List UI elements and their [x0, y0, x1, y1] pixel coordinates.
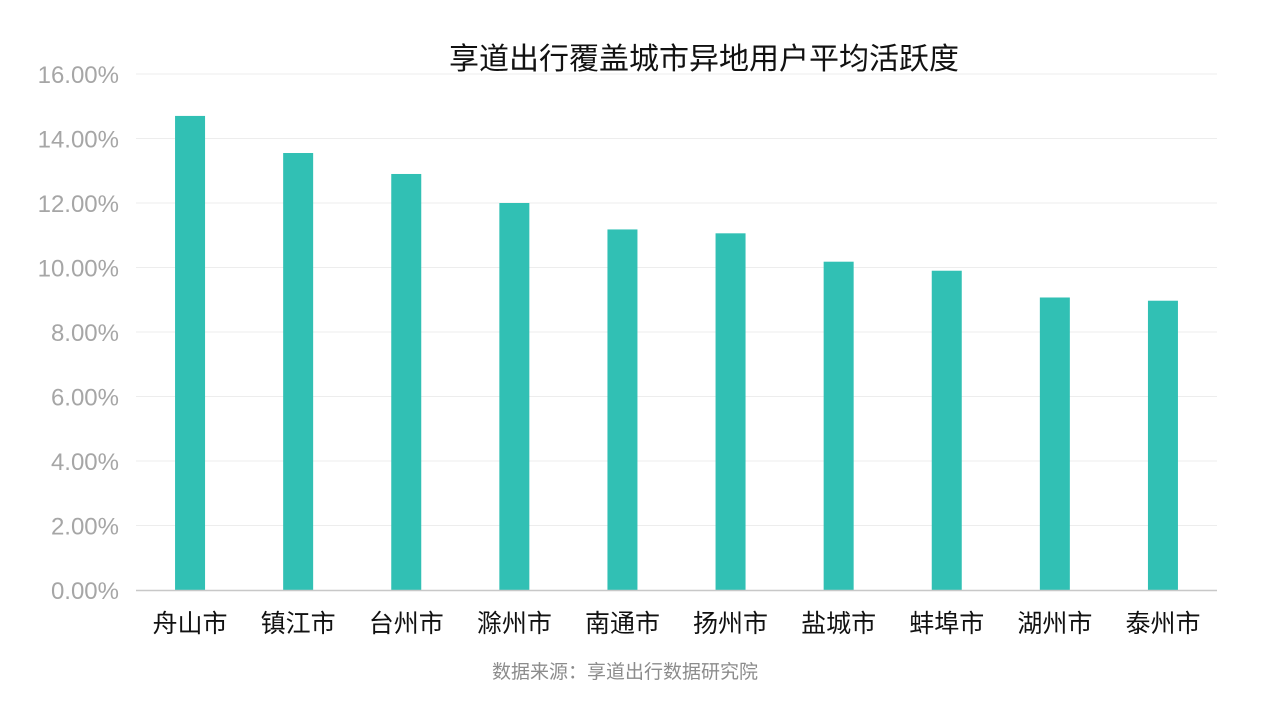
y-tick-label: 16.00%: [38, 62, 119, 89]
chart-title: 享道出行覆盖城市异地用户平均活跃度: [449, 42, 959, 77]
y-axis-ticks: 0.00% 2.00% 4.00% 6.00% 8.00% 10.00% 12.00% 14.…: [38, 62, 119, 605]
y-tick-label: 6.00%: [51, 385, 119, 412]
x-tick-label: 盐城市: [801, 609, 876, 638]
x-tick-label: 镇江市: [261, 609, 336, 638]
bar: [823, 261, 854, 590]
y-tick-label: 14.00%: [38, 127, 119, 154]
x-tick-label: 南通市: [585, 609, 660, 638]
y-tick-label: 10.00%: [38, 256, 119, 283]
x-tick-label: 舟山市: [153, 609, 228, 638]
bar: [715, 233, 746, 590]
y-tick-label: 2.00%: [51, 514, 119, 541]
y-tick-label: 0.00%: [51, 578, 119, 605]
bar: [1147, 300, 1178, 590]
bar: [391, 173, 422, 590]
gridlines: [136, 73, 1217, 526]
bar: [175, 115, 206, 591]
bar: [931, 270, 962, 590]
y-tick-label: 12.00%: [38, 191, 119, 218]
x-tick-label: 滁州市: [477, 609, 552, 638]
bars: [175, 115, 1178, 591]
data-source-note: 数据来源：享道出行数据研究院: [491, 661, 758, 683]
x-tick-label: 台州市: [369, 609, 444, 638]
bar: [283, 153, 314, 590]
y-tick-label: 4.00%: [51, 449, 119, 476]
x-axis-ticks: 舟山市 镇江市 台州市 滁州市 南通市 扬州市 盐城市 蚌埠市 湖州市 泰州市: [153, 609, 1201, 638]
bar: [607, 229, 638, 590]
y-tick-label: 8.00%: [51, 320, 119, 347]
x-tick-label: 扬州市: [693, 609, 768, 638]
bar: [1039, 297, 1070, 590]
x-tick-label: 泰州市: [1125, 609, 1200, 638]
x-tick-label: 蚌埠市: [909, 609, 984, 638]
x-tick-label: 湖州市: [1017, 609, 1092, 638]
bar: [499, 203, 530, 590]
